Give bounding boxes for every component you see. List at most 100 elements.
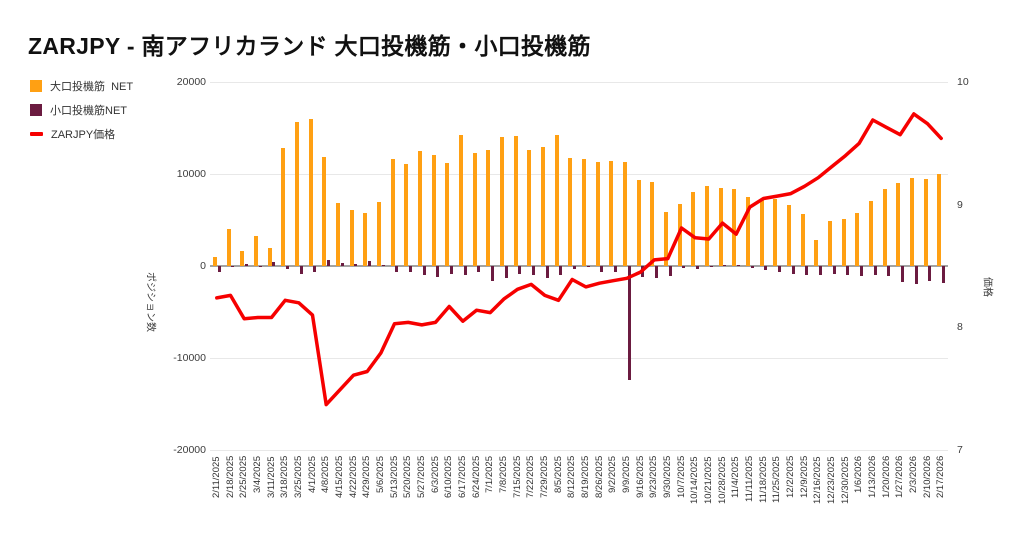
y-axis-title-left: ポジション数 [144,272,156,332]
x-axis-label: 8/5/2025 [552,456,564,493]
y-axis-tick-label-left: -10000 [173,352,206,364]
bar-large-net [623,162,627,266]
bar-small-net [327,260,331,266]
y-axis-title-right: 価格 [981,277,993,297]
bar-large-net [923,179,928,266]
bar-large-net [705,185,709,266]
bar-small-net [477,266,481,273]
x-axis-zero-line [210,265,948,267]
bar-large-net [418,151,422,266]
x-axis-label: 11/25/2025 [771,456,783,503]
bar-small-net [573,266,577,269]
x-axis-label: 9/16/2025 [634,456,646,499]
bar-large-net [937,174,942,266]
bar-small-net [614,266,618,272]
x-axis-label: 6/24/2025 [470,456,482,499]
bar-large-net [595,162,600,266]
bar-small-net [436,266,440,278]
x-axis-label: 2/10/2026 [921,456,933,499]
bar-small-net [545,266,549,278]
bar-small-net [463,266,467,275]
x-axis-label: 3/4/2025 [251,456,263,493]
bar-large-net [664,211,668,266]
small-net-swatch-icon [30,104,42,116]
bar-small-net [231,266,235,267]
bar-large-net [513,136,518,266]
x-axis-label: 1/13/2026 [866,456,878,499]
bar-large-net [746,197,750,266]
bar-small-net [737,265,741,266]
bar-small-net [518,266,522,274]
bar-large-net [445,162,450,266]
bar-large-net [226,229,231,266]
x-axis-label: 2/11/2025 [210,456,222,498]
bar-large-net [773,199,778,266]
x-axis-label: 6/10/2025 [443,456,455,499]
bar-large-net [336,203,340,266]
bar-large-net [377,201,381,266]
bar-small-net [682,266,686,268]
x-axis-label: 2/3/2026 [907,456,919,493]
x-axis-label: 4/29/2025 [361,456,373,499]
x-axis-label: 5/27/2025 [415,456,427,499]
bar-large-net [882,189,887,266]
bar-small-net [272,262,276,266]
x-axis-label: 5/20/2025 [402,456,414,499]
bar-large-net [896,183,901,266]
bar-small-net [409,266,413,273]
bar-large-net [568,158,573,266]
bar-large-net [800,214,805,266]
x-axis-label: 3/11/2025 [265,456,277,498]
y-axis-tick-label-right: 7 [957,444,963,456]
x-axis-label: 7/8/2025 [497,456,509,493]
gridline [210,358,948,359]
bar-large-net [459,135,463,266]
x-axis-label: 7/29/2025 [538,456,550,499]
bar-large-net [732,189,737,266]
bar-large-net [472,152,477,266]
x-axis-label: 7/22/2025 [525,456,537,499]
bar-large-net [787,205,791,266]
bar-small-net [395,266,399,272]
x-axis-label: 2/18/2025 [224,456,236,499]
bar-large-net [213,256,217,266]
x-axis-label: 6/17/2025 [456,456,468,499]
bar-large-net [281,148,286,266]
bar-small-net [586,266,590,268]
bar-small-net [286,266,290,270]
x-axis-label: 12/9/2025 [798,456,810,499]
x-axis-label: 12/16/2025 [812,456,824,504]
bar-small-net [901,266,905,282]
bar-small-net [696,266,700,269]
bar-large-net [349,209,354,266]
bar-small-net [627,266,631,381]
bar-small-net [655,266,659,278]
bar-small-net [805,266,809,275]
bar-small-net [709,266,713,268]
gridline [210,450,948,451]
bar-large-net [636,179,641,266]
bar-small-net [887,266,891,277]
bar-large-net [814,239,819,266]
y-axis-tick-label-left: 0 [200,260,206,272]
legend-label-large-net: 大口投機筋 NET [50,81,134,93]
bar-small-net [450,266,454,274]
x-axis-label: 10/21/2025 [702,456,714,504]
bar-large-net [841,219,846,266]
bar-small-net [504,266,508,278]
bar-large-net [322,157,327,266]
x-axis-label: 2/17/2026 [935,456,947,499]
bar-large-net [582,159,586,266]
bar-small-net [340,262,344,266]
bar-small-net [258,266,262,267]
x-axis-label: 9/9/2025 [620,456,632,493]
bar-small-net [491,266,495,282]
x-axis-label: 9/30/2025 [661,456,673,499]
page-title: ZARJPY - 南アフリカランド 大口投機筋・小口投機筋 [28,33,591,59]
bar-small-net [873,266,877,276]
bar-large-net [759,199,764,266]
x-axis-label: 6/3/2025 [429,456,441,493]
bar-small-net [422,266,426,276]
x-axis-label: 8/12/2025 [566,456,578,499]
legend-item-large-net: 大口投機筋 NET [30,74,133,98]
